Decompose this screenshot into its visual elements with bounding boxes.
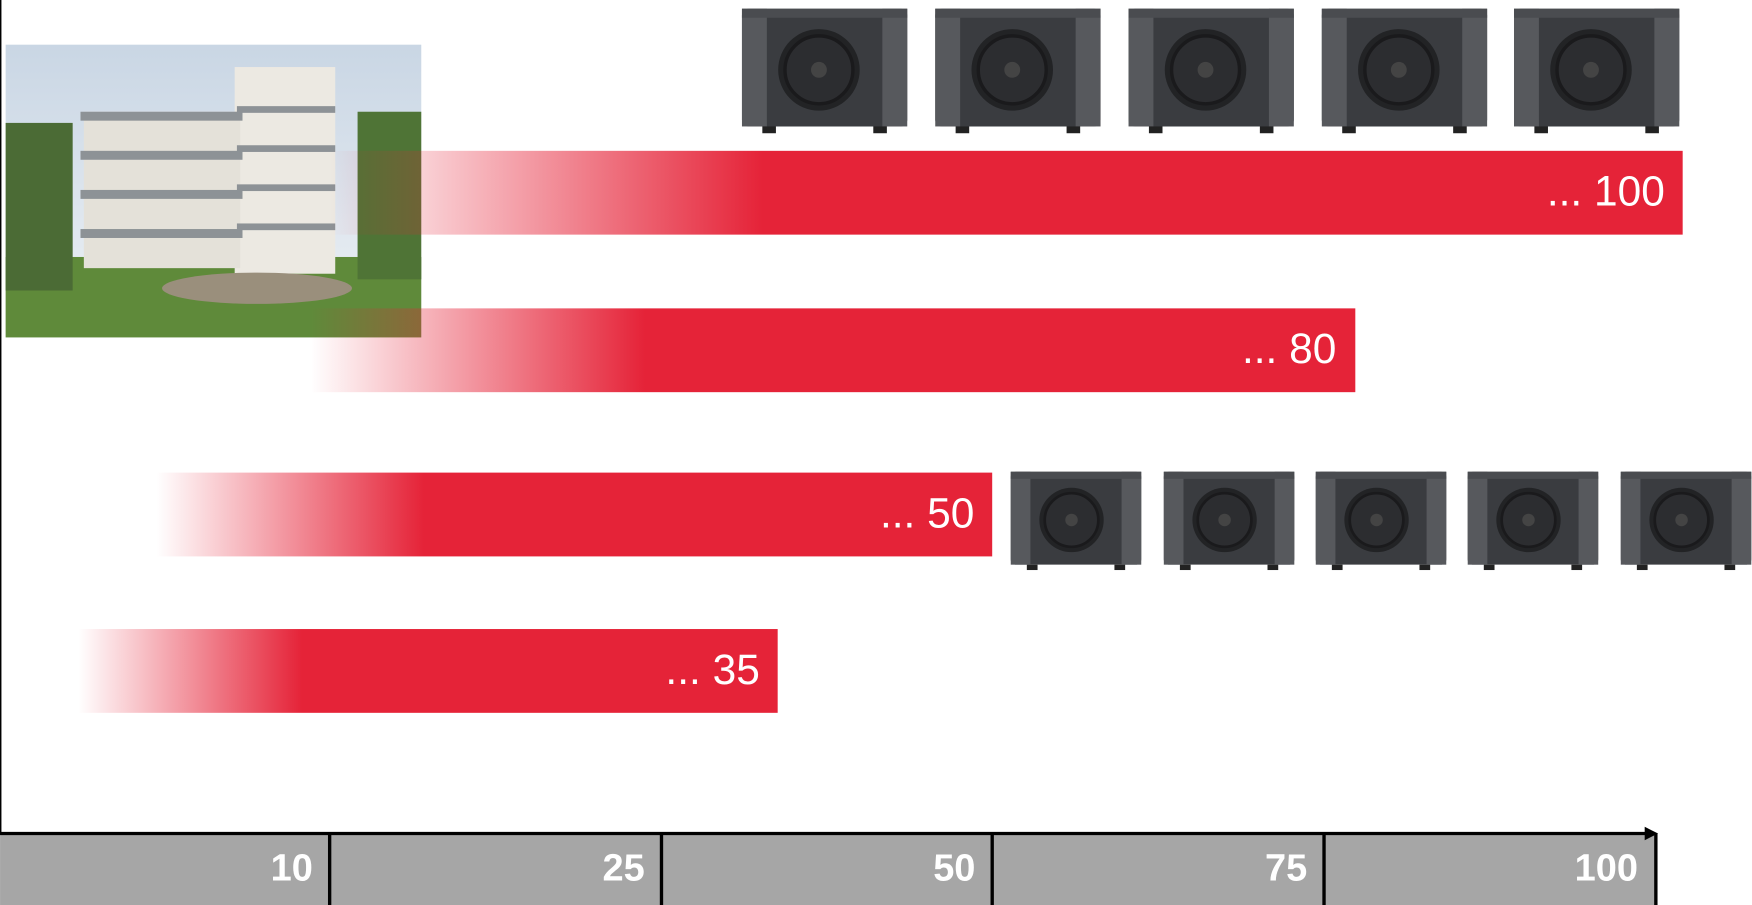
heat-pumps-top <box>740 6 1682 135</box>
axis-label: 25 <box>602 847 644 889</box>
building-photo <box>5 44 422 338</box>
bar-label: ... 50 <box>880 489 974 536</box>
bar-label: ... 80 <box>1242 325 1336 372</box>
axis-label: 10 <box>271 847 313 889</box>
heat-pumps-middle <box>1009 470 1752 572</box>
bar <box>156 472 993 557</box>
axis-dividers <box>327 833 1658 905</box>
bar <box>310 308 1356 393</box>
bar <box>329 150 1683 235</box>
axis-label: 50 <box>933 847 975 889</box>
bar-label: ... 35 <box>665 646 759 693</box>
axis-label: 100 <box>1575 847 1638 889</box>
bar-label: ... 100 <box>1547 168 1665 215</box>
axis-label: 75 <box>1265 847 1307 889</box>
axis-arrow <box>1644 826 1659 841</box>
axis-band <box>0 834 1656 905</box>
bar <box>78 629 778 713</box>
